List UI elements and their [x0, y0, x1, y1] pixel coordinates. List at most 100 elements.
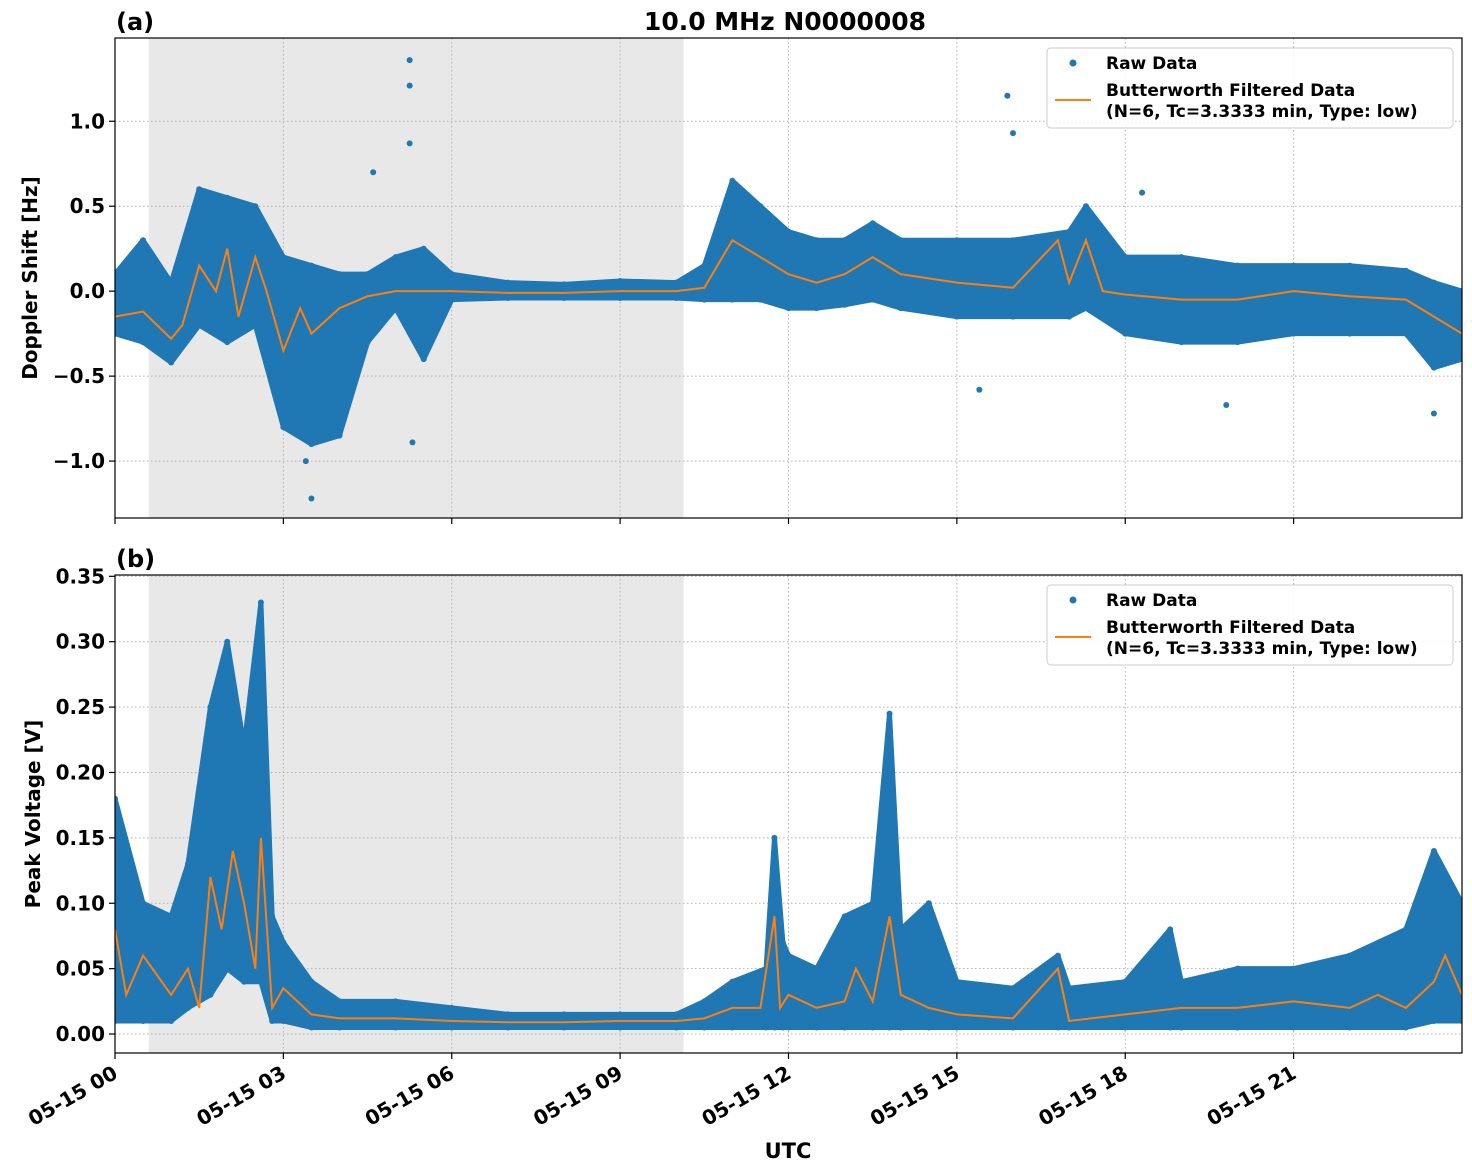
- raw-data-point: [886, 710, 893, 717]
- raw-data-point: [1234, 1024, 1241, 1031]
- raw-data-outlier: [1004, 92, 1011, 99]
- raw-data-point: [1054, 1024, 1061, 1031]
- raw-data-outlier: [1010, 130, 1016, 137]
- y-tick-label: 0.00: [56, 1022, 105, 1046]
- raw-data-point: [280, 424, 287, 431]
- raw-data-point: [841, 913, 848, 920]
- raw-data-point: [617, 294, 624, 301]
- raw-data-point: [673, 279, 680, 286]
- raw-data-point: [779, 1024, 786, 1031]
- y-tick-label: 0.10: [56, 891, 105, 915]
- raw-data-point: [504, 1011, 511, 1018]
- raw-data-point: [336, 998, 343, 1005]
- raw-data-point: [1122, 1024, 1129, 1031]
- raw-data-point: [1430, 847, 1437, 854]
- legend-filtered-params: (N=6, Tc=3.3333 min, Type: low): [1106, 639, 1418, 659]
- raw-data-outlier: [976, 386, 983, 393]
- raw-data-point: [280, 254, 287, 261]
- raw-data-point: [561, 1024, 567, 1031]
- raw-data-point: [771, 1024, 778, 1031]
- plot-area: [115, 599, 1462, 1031]
- y-tick-label: 1.0: [70, 109, 105, 133]
- raw-data-point: [1082, 203, 1089, 210]
- x-tick-label: 05-15 15: [866, 1061, 964, 1131]
- raw-data-point: [897, 237, 904, 244]
- x-tick-label: 05-15 06: [361, 1061, 459, 1131]
- raw-data-point: [308, 441, 315, 448]
- raw-data-point: [729, 978, 736, 985]
- raw-data-outlier: [1139, 189, 1146, 196]
- raw-data-point: [757, 203, 764, 210]
- raw-data-point: [1402, 926, 1409, 933]
- y-tick-label: −0.5: [53, 364, 105, 388]
- raw-data-point: [1459, 356, 1462, 363]
- legend-filtered-label: Butterworth Filtered Data: [1106, 618, 1355, 638]
- raw-data-outlier: [406, 82, 413, 89]
- raw-data-point: [1430, 1017, 1437, 1024]
- legend-raw-marker: [1069, 596, 1077, 604]
- raw-data-point: [897, 926, 904, 933]
- raw-data-point: [1290, 965, 1297, 972]
- raw-data-point: [504, 279, 511, 286]
- raw-data-point: [1167, 926, 1174, 933]
- raw-data-point: [241, 978, 248, 985]
- raw-data-point: [392, 1024, 399, 1031]
- raw-data-point: [701, 262, 708, 269]
- raw-data-point: [869, 296, 876, 303]
- raw-data-point: [336, 271, 343, 278]
- y-axis-label: Peak Voltage [V]: [21, 720, 45, 909]
- raw-data-point: [448, 296, 455, 303]
- raw-data-point: [953, 237, 960, 244]
- raw-data-point: [701, 998, 708, 1005]
- raw-data-point: [1066, 985, 1073, 992]
- raw-data-point: [252, 322, 259, 329]
- raw-data-point: [448, 1024, 455, 1031]
- raw-data-point: [1010, 237, 1016, 244]
- raw-data-point: [897, 305, 904, 312]
- raw-data-point: [1054, 952, 1061, 959]
- raw-data-point: [1402, 1024, 1409, 1031]
- raw-data-point: [115, 795, 118, 802]
- raw-data-point: [168, 1017, 175, 1024]
- legend-raw-marker: [1069, 59, 1077, 67]
- raw-data-point: [420, 245, 427, 252]
- raw-data-point: [196, 322, 203, 329]
- x-tick-label: 05-15 12: [697, 1061, 795, 1131]
- raw-data-point: [224, 339, 231, 346]
- raw-data-outlier: [302, 458, 309, 465]
- raw-data-point: [184, 1004, 191, 1011]
- raw-data-point: [1430, 279, 1437, 286]
- raw-data-point: [140, 1017, 147, 1024]
- raw-data-point: [196, 186, 203, 193]
- raw-data-point: [252, 203, 259, 210]
- raw-data-point: [392, 305, 399, 312]
- y-tick-label: 0.35: [56, 564, 105, 588]
- raw-data-point: [785, 952, 792, 959]
- filtered-data-line: [115, 837, 1462, 1024]
- raw-data-outlier: [406, 57, 413, 64]
- raw-data-point: [168, 913, 175, 920]
- x-axis-label: UTC: [765, 1139, 812, 1163]
- raw-data-point: [224, 194, 231, 201]
- raw-data-point: [771, 834, 778, 841]
- x-tick-label: 05-15 21: [1203, 1061, 1301, 1131]
- raw-data-outlier: [1223, 402, 1230, 409]
- raw-data-point: [207, 704, 214, 711]
- raw-data-point: [729, 177, 736, 184]
- legend-filtered-params: (N=6, Tc=3.3333 min, Type: low): [1106, 102, 1418, 122]
- raw-data-point: [1010, 313, 1016, 320]
- panel-label-b: (b): [116, 545, 155, 573]
- raw-data-point: [1459, 288, 1462, 295]
- raw-data-point: [925, 900, 932, 907]
- raw-data-point: [392, 254, 399, 261]
- raw-data-point: [1066, 313, 1073, 320]
- raw-data-point: [1346, 952, 1353, 959]
- raw-data-point: [813, 305, 820, 312]
- raw-data-point: [1402, 330, 1409, 337]
- raw-data-point: [785, 1024, 792, 1031]
- raw-data-point: [140, 339, 147, 346]
- raw-data-point: [140, 900, 147, 907]
- raw-data-point: [1010, 1024, 1016, 1031]
- raw-data-point: [115, 330, 118, 337]
- axes-frame: [114, 574, 1463, 1054]
